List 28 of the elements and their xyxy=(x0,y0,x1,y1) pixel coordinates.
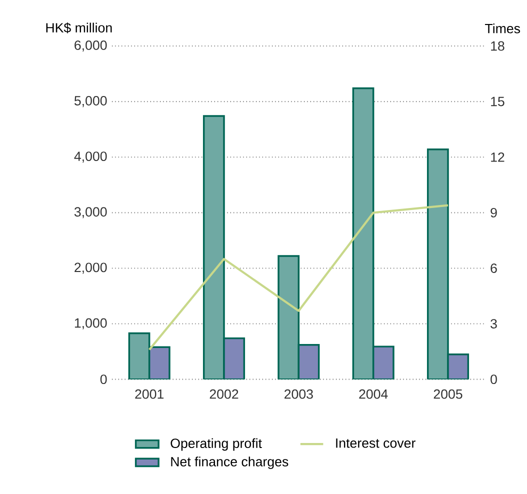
y2-tick-label: 18 xyxy=(491,41,504,51)
bar xyxy=(202,115,225,380)
y-tick-label: 5,000 xyxy=(74,96,107,108)
legend-label: Net finance charges xyxy=(171,456,288,470)
y2-tick-label: 12 xyxy=(491,152,504,162)
y-tick-label: 1,000 xyxy=(74,318,107,330)
y-tick-label: 3,000 xyxy=(74,207,107,218)
bar xyxy=(426,148,449,380)
y-tick-label: 6,000 xyxy=(74,40,107,52)
legend-label: Interest cover xyxy=(336,438,416,448)
x-tick-label: 2004 xyxy=(359,389,388,399)
y2-tick-label: 3 xyxy=(490,319,497,328)
y2-tick-label: 6 xyxy=(490,264,497,273)
x-tick-label: 2005 xyxy=(434,389,462,399)
y-tick-label: 2,000 xyxy=(74,262,107,274)
y2-tick-label: 0 xyxy=(490,374,497,384)
x-tick-label: 2002 xyxy=(210,389,238,399)
x-tick-label: 2003 xyxy=(284,389,313,399)
y2-tick-label: 15 xyxy=(491,96,504,106)
y-tick-label: 0 xyxy=(100,374,107,384)
line-series xyxy=(148,204,450,351)
x-tick-label: 2001 xyxy=(135,389,164,399)
y-axis-title: HK$ million xyxy=(46,22,112,34)
y-tick-label: 4,000 xyxy=(74,152,107,163)
y2-axis-title: Times xyxy=(485,24,520,34)
legend-label: Operating profit xyxy=(170,438,262,451)
bar xyxy=(352,87,374,380)
y2-tick-label: 9 xyxy=(490,208,497,218)
